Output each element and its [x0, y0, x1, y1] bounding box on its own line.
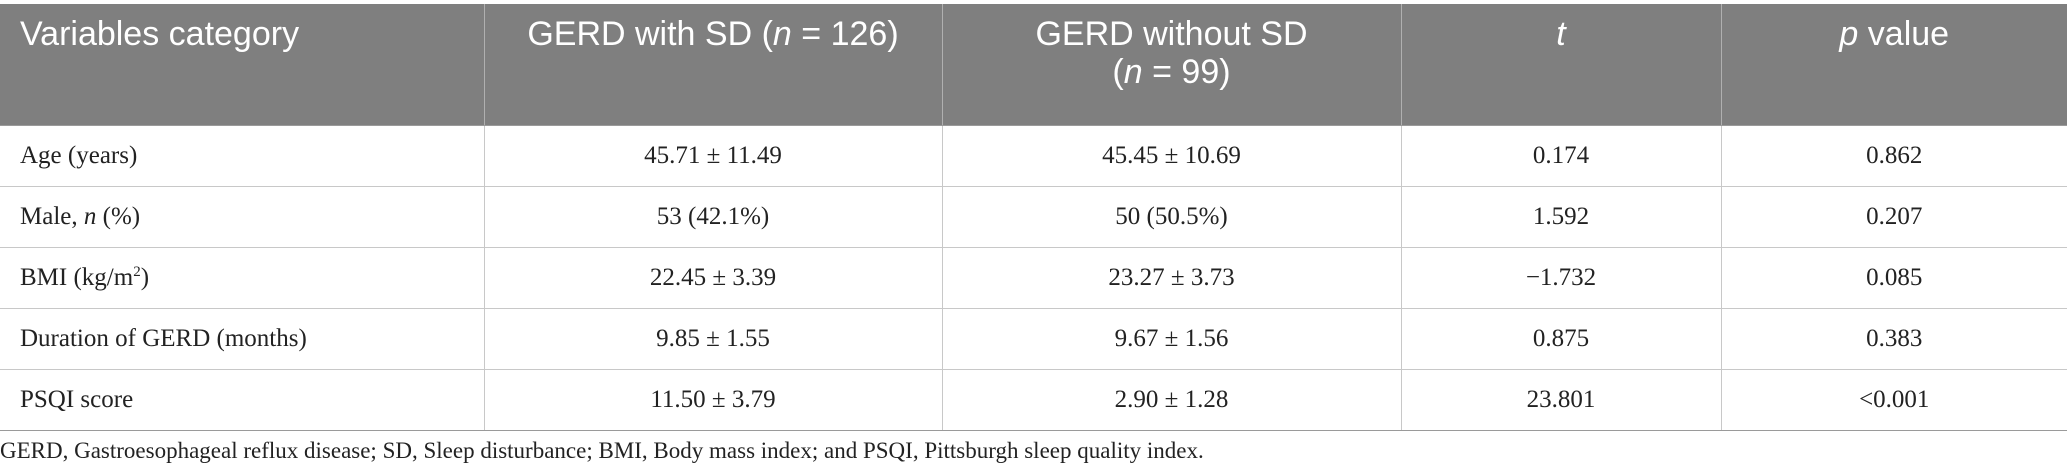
cell-with-sd: 11.50 ± 3.79 [484, 369, 943, 431]
data-table: Variables category GERD with SD (n = 126… [0, 4, 2067, 431]
cell-variable: BMI (kg/m2) [0, 247, 485, 309]
cell-with-sd: 53 (42.1%) [484, 186, 943, 248]
cell-without-sd: 9.67 ± 1.56 [942, 308, 1402, 370]
cell-without-sd: 50 (50.5%) [942, 186, 1402, 248]
cell-p: <0.001 [1721, 369, 2067, 431]
table-row: BMI (kg/m2) 22.45 ± 3.39 23.27 ± 3.73 −1… [0, 247, 2067, 309]
cell-t: 0.174 [1401, 125, 1722, 187]
data-table-container: Variables category GERD with SD (n = 126… [0, 4, 2067, 431]
cell-with-sd: 45.71 ± 11.49 [484, 125, 943, 187]
cell-p: 0.085 [1721, 247, 2067, 309]
header-p-value: p value [1721, 4, 2067, 126]
cell-t: 23.801 [1401, 369, 1722, 431]
cell-variable: Duration of GERD (months) [0, 308, 485, 370]
cell-variable: PSQI score [0, 369, 485, 431]
cell-variable: Age (years) [0, 125, 485, 187]
cell-with-sd: 22.45 ± 3.39 [484, 247, 943, 309]
cell-without-sd: 2.90 ± 1.28 [942, 369, 1402, 431]
header-t: t [1401, 4, 1722, 126]
cell-t: 1.592 [1401, 186, 1722, 248]
header-row: Variables category GERD with SD (n = 126… [0, 4, 2067, 126]
table-header: Variables category GERD with SD (n = 126… [0, 4, 2067, 126]
table-body: Age (years) 45.71 ± 11.49 45.45 ± 10.69 … [0, 125, 2067, 431]
cell-p: 0.207 [1721, 186, 2067, 248]
header-gerd-without-sd: GERD without SD (n = 99) [942, 4, 1402, 126]
header-gerd-with-sd: GERD with SD (n = 126) [484, 4, 943, 126]
cell-without-sd: 23.27 ± 3.73 [942, 247, 1402, 309]
cell-with-sd: 9.85 ± 1.55 [484, 308, 943, 370]
cell-p: 0.383 [1721, 308, 2067, 370]
table-row: Duration of GERD (months) 9.85 ± 1.55 9.… [0, 308, 2067, 370]
cell-t: −1.732 [1401, 247, 1722, 309]
cell-variable: Male, n (%) [0, 186, 485, 248]
table-row: Male, n (%) 53 (42.1%) 50 (50.5%) 1.592 … [0, 186, 2067, 248]
table-row: PSQI score 11.50 ± 3.79 2.90 ± 1.28 23.8… [0, 369, 2067, 431]
cell-t: 0.875 [1401, 308, 1722, 370]
cell-p: 0.862 [1721, 125, 2067, 187]
cell-without-sd: 45.45 ± 10.69 [942, 125, 1402, 187]
table-row: Age (years) 45.71 ± 11.49 45.45 ± 10.69 … [0, 125, 2067, 187]
table-footnote: GERD, Gastroesophageal reflux disease; S… [0, 438, 1204, 463]
header-variables-category: Variables category [0, 4, 485, 126]
